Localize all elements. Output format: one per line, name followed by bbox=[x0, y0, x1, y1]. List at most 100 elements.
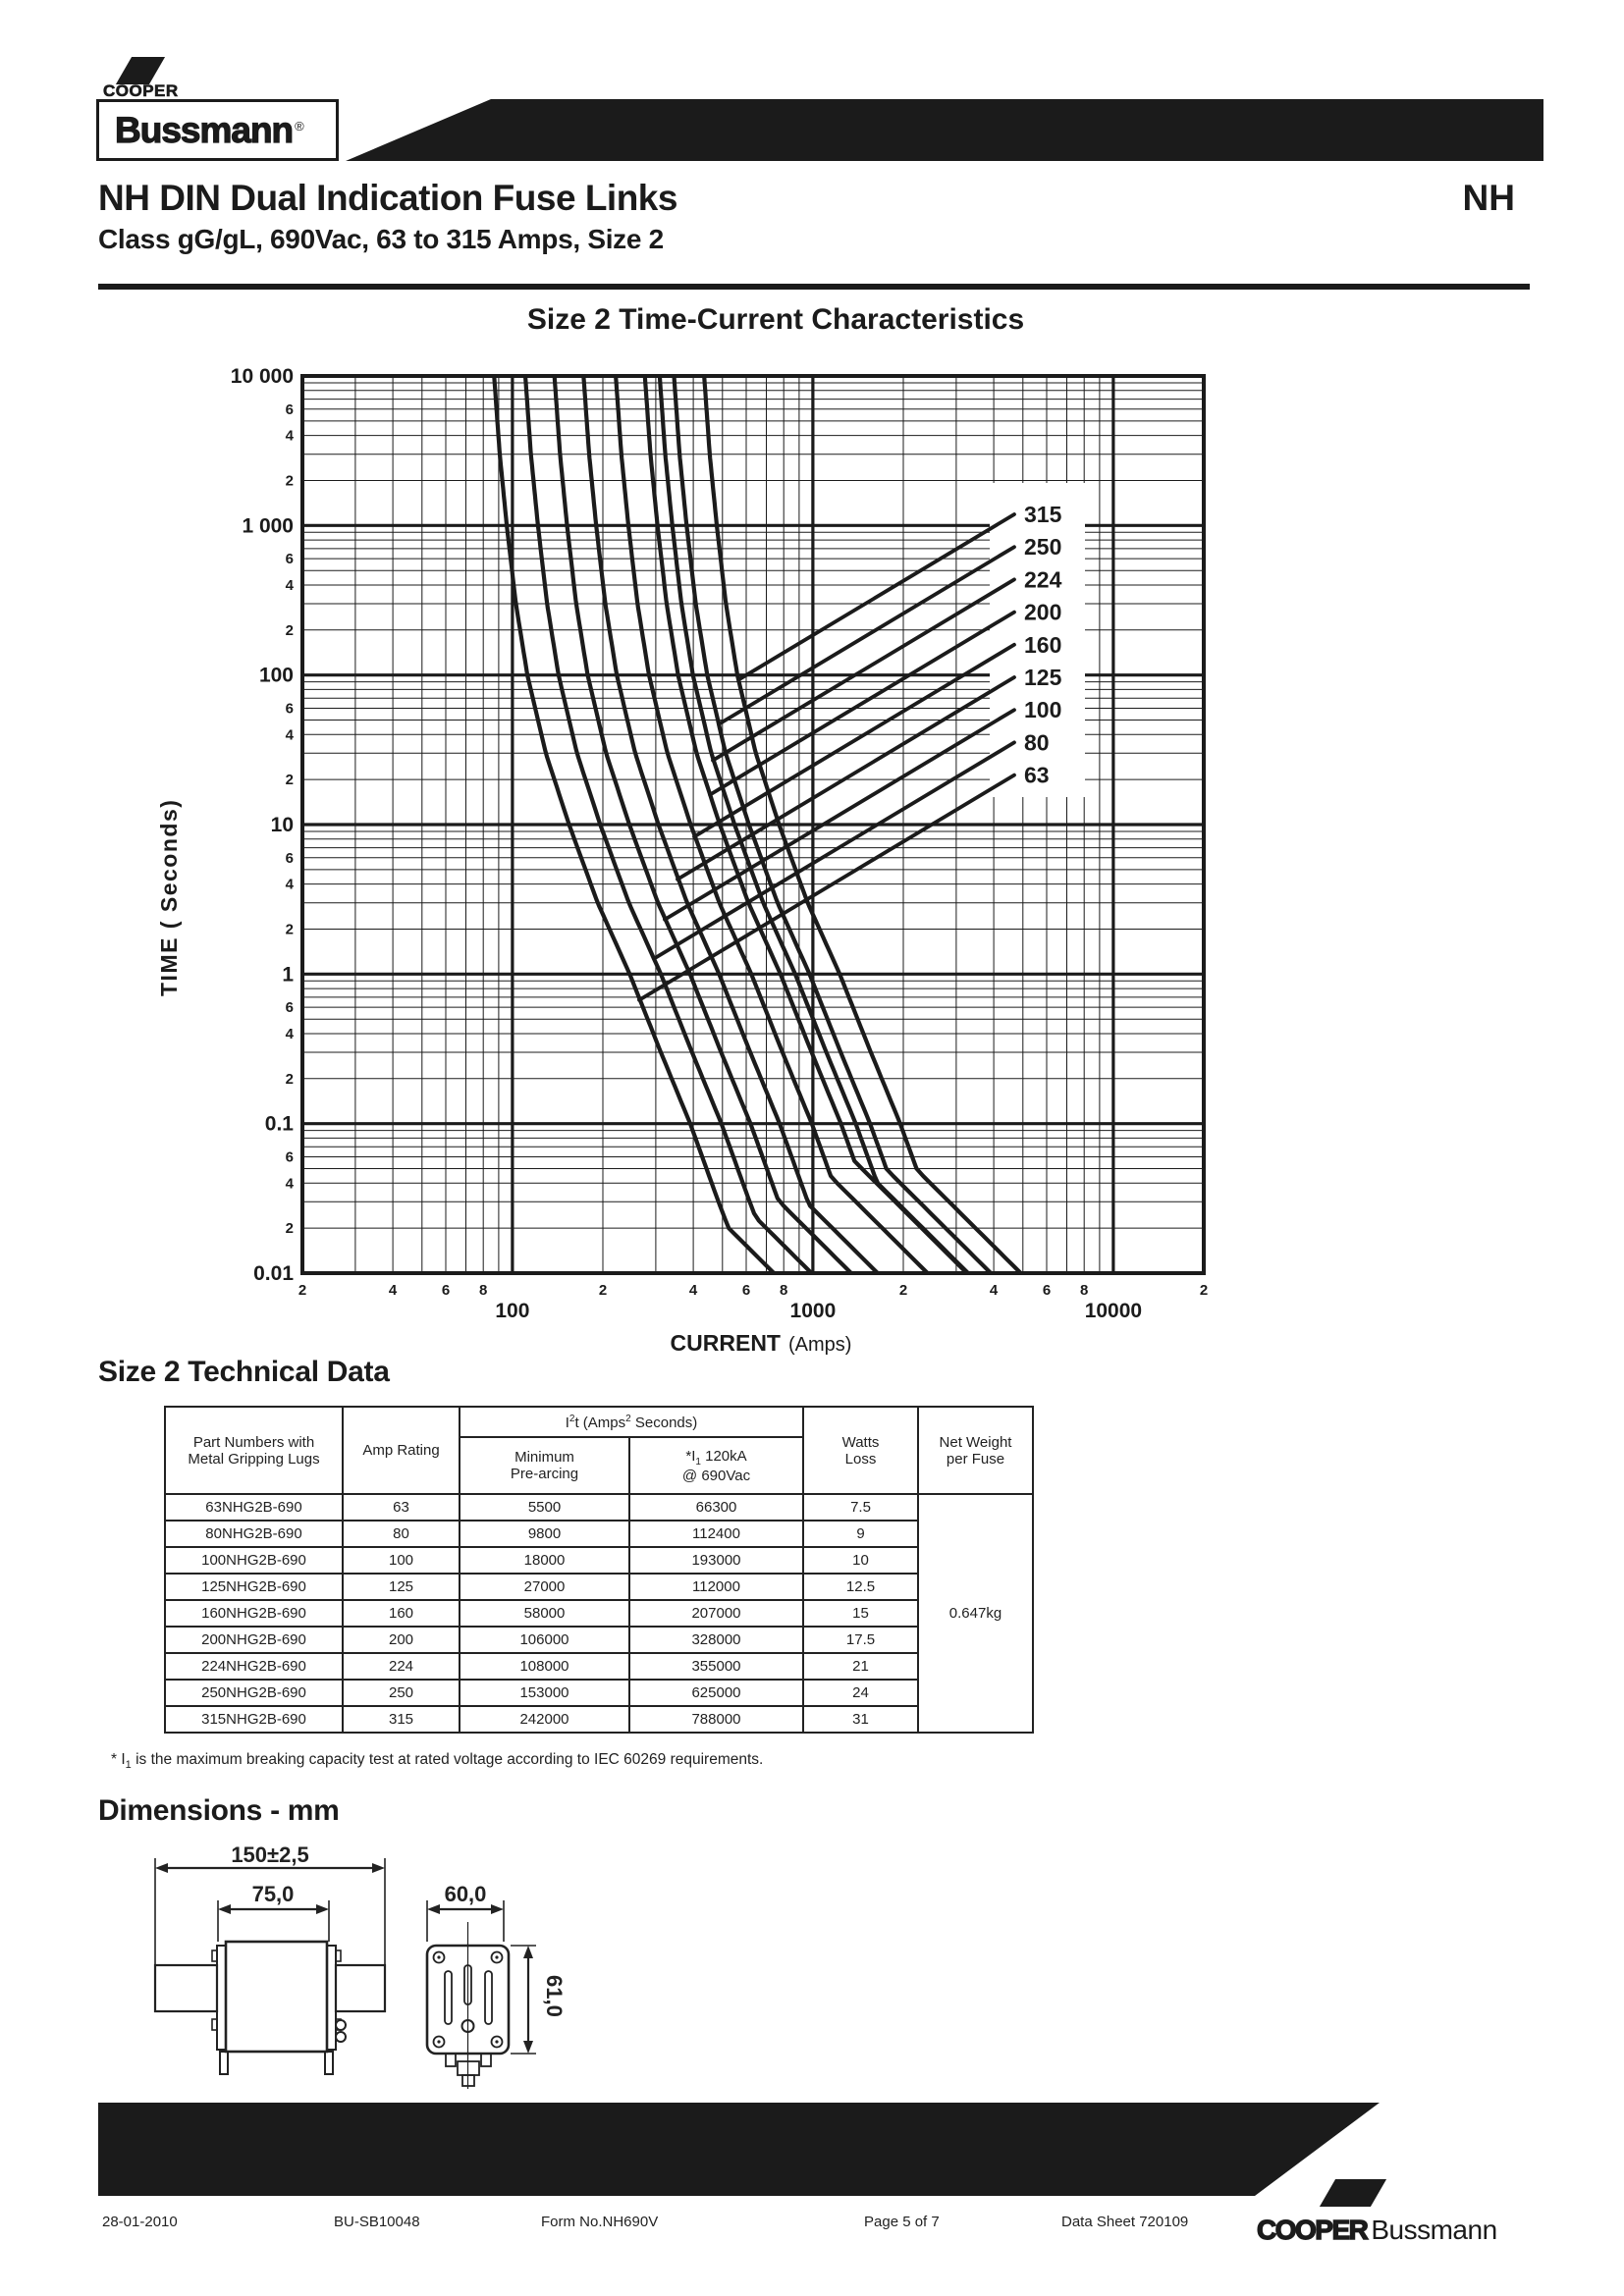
svg-text:8: 8 bbox=[1080, 1282, 1088, 1299]
end-view-drawing bbox=[425, 1900, 536, 2089]
table-cell-min_i2t: 108000 bbox=[459, 1652, 630, 1681]
col-header-i1-120ka: *I1 120kA @ 690Vac bbox=[628, 1436, 804, 1495]
table-cell-i1: 328000 bbox=[628, 1626, 804, 1654]
svg-text:63: 63 bbox=[1024, 763, 1050, 788]
table-row: 125NHG2B-690 125 27000 112000 12.5 bbox=[164, 1573, 1033, 1601]
registered-mark: ® bbox=[295, 119, 304, 133]
svg-text:100: 100 bbox=[495, 1300, 529, 1322]
svg-text:1 000: 1 000 bbox=[242, 514, 294, 537]
table-cell-i1: 355000 bbox=[628, 1652, 804, 1681]
table-cell-part: 200NHG2B-690 bbox=[164, 1626, 344, 1654]
col-header-amp-rating: Amp Rating bbox=[342, 1406, 460, 1495]
svg-text:6: 6 bbox=[286, 999, 294, 1016]
table-cell-watts: 21 bbox=[802, 1652, 919, 1681]
footer-doc-number: BU-SB10048 bbox=[334, 2214, 420, 2230]
table-cell-watts: 24 bbox=[802, 1679, 919, 1707]
table-cell-amp: 224 bbox=[342, 1652, 460, 1681]
svg-text:0.1: 0.1 bbox=[265, 1113, 295, 1136]
table-cell-part: 224NHG2B-690 bbox=[164, 1652, 344, 1681]
bussmann-wordmark: Bussmann bbox=[114, 109, 294, 150]
svg-text:8: 8 bbox=[780, 1282, 787, 1299]
svg-text:2: 2 bbox=[899, 1282, 907, 1299]
table-row: 160NHG2B-690 160 58000 207000 15 bbox=[164, 1599, 1033, 1628]
svg-text:2: 2 bbox=[286, 1220, 294, 1237]
col-header-net-weight: Net Weight per Fuse bbox=[917, 1406, 1034, 1495]
table-cell-i1: 66300 bbox=[628, 1493, 804, 1522]
dim-label-body-width: 75,0 bbox=[252, 1882, 295, 1906]
table-cell-part: 100NHG2B-690 bbox=[164, 1546, 344, 1575]
svg-text:10000: 10000 bbox=[1085, 1300, 1142, 1322]
table-cell-i1: 193000 bbox=[628, 1546, 804, 1575]
front-view-drawing bbox=[153, 1858, 387, 2075]
table-cell-watts: 12.5 bbox=[802, 1573, 919, 1601]
table-cell-part: 250NHG2B-690 bbox=[164, 1679, 344, 1707]
table-cell-watts: 31 bbox=[802, 1705, 919, 1734]
svg-text:4: 4 bbox=[286, 577, 295, 594]
dimensions-section-title: Dimensions - mm bbox=[98, 1794, 340, 1827]
table-cell-i1: 112000 bbox=[628, 1573, 804, 1601]
table-cell-amp: 63 bbox=[342, 1493, 460, 1522]
svg-text:2: 2 bbox=[286, 922, 294, 938]
svg-text:10 000: 10 000 bbox=[231, 365, 294, 388]
col-header-watts-loss: Watts Loss bbox=[802, 1406, 919, 1495]
svg-text:4: 4 bbox=[286, 726, 295, 743]
svg-text:2: 2 bbox=[298, 1282, 306, 1299]
svg-text:8: 8 bbox=[479, 1282, 487, 1299]
table-cell-part: 160NHG2B-690 bbox=[164, 1599, 344, 1628]
svg-text:80: 80 bbox=[1024, 729, 1050, 755]
table-row: 224NHG2B-690 224 108000 355000 21 bbox=[164, 1652, 1033, 1681]
table-cell-watts: 7.5 bbox=[802, 1493, 919, 1522]
table-footnote: * I1 is the maximum breaking capacity te… bbox=[111, 1751, 764, 1772]
technical-data-section-title: Size 2 Technical Data bbox=[98, 1356, 390, 1388]
svg-text:315: 315 bbox=[1024, 502, 1062, 527]
dim-label-end-height: 61,0 bbox=[542, 1975, 567, 2017]
svg-text:0.01: 0.01 bbox=[253, 1262, 294, 1285]
table-row: 200NHG2B-690 200 106000 328000 17.5 bbox=[164, 1626, 1033, 1654]
svg-text:2: 2 bbox=[286, 772, 294, 788]
svg-text:6: 6 bbox=[742, 1282, 750, 1299]
svg-text:10: 10 bbox=[271, 814, 294, 836]
footer-date: 28-01-2010 bbox=[102, 2214, 178, 2230]
table-cell-amp: 200 bbox=[342, 1626, 460, 1654]
table-cell-min_i2t: 153000 bbox=[459, 1679, 630, 1707]
table-cell-part: 80NHG2B-690 bbox=[164, 1520, 344, 1548]
title-divider bbox=[98, 284, 1530, 290]
table-row: 63NHG2B-690 63 5500 66300 7.5 0.647kg bbox=[164, 1493, 1034, 1734]
table-cell-min_i2t: 27000 bbox=[459, 1573, 630, 1601]
svg-text:4: 4 bbox=[286, 1175, 295, 1192]
table-cell-amp: 100 bbox=[342, 1546, 460, 1575]
table-cell-i1: 788000 bbox=[628, 1705, 804, 1734]
footer-accent-bar bbox=[98, 2103, 1380, 2196]
page-title: NH DIN Dual Indication Fuse Links bbox=[98, 178, 677, 218]
table-row: 315NHG2B-690 315 242000 788000 31 bbox=[164, 1705, 1033, 1734]
svg-text:6: 6 bbox=[1043, 1282, 1051, 1299]
svg-text:6: 6 bbox=[286, 1149, 294, 1166]
svg-text:4: 4 bbox=[286, 877, 295, 893]
svg-text:6: 6 bbox=[286, 850, 294, 867]
table-cell-min_i2t: 5500 bbox=[459, 1493, 630, 1522]
table-cell-amp: 80 bbox=[342, 1520, 460, 1548]
svg-text:2: 2 bbox=[1200, 1282, 1208, 1299]
table-cell-i1: 112400 bbox=[628, 1520, 804, 1548]
table-cell-watts: 9 bbox=[802, 1520, 919, 1548]
table-cell-watts: 15 bbox=[802, 1599, 919, 1628]
table-cell-min_i2t: 106000 bbox=[459, 1626, 630, 1654]
svg-text:4: 4 bbox=[286, 428, 295, 445]
svg-text:1000: 1000 bbox=[790, 1300, 837, 1322]
table-cell-part: 125NHG2B-690 bbox=[164, 1573, 344, 1601]
table-cell-part: 63NHG2B-690 bbox=[164, 1493, 344, 1522]
footer-page-number: Page 5 of 7 bbox=[864, 2214, 940, 2230]
table-row: 100NHG2B-690 100 18000 193000 10 bbox=[164, 1546, 1033, 1575]
svg-text:160: 160 bbox=[1024, 632, 1061, 658]
svg-text:4: 4 bbox=[689, 1282, 698, 1299]
svg-text:4: 4 bbox=[286, 1026, 295, 1042]
col-header-part-line2: Metal Gripping Lugs bbox=[188, 1450, 320, 1468]
svg-text:TIME ( Seconds): TIME ( Seconds) bbox=[156, 799, 182, 996]
table-cell-min_i2t: 58000 bbox=[459, 1599, 630, 1628]
table-cell-min_i2t: 18000 bbox=[459, 1546, 630, 1575]
col-header-part-numbers: Part Numbers with Metal Gripping Lugs bbox=[164, 1406, 344, 1495]
table-cell-amp: 125 bbox=[342, 1573, 460, 1601]
table-cell-i1: 625000 bbox=[628, 1679, 804, 1707]
